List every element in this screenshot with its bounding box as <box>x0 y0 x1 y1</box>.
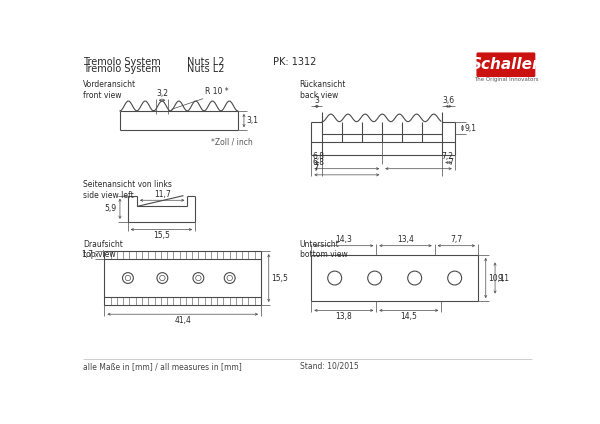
Text: 7: 7 <box>448 158 453 167</box>
Text: Tremolo System: Tremolo System <box>83 57 161 67</box>
Text: 7,7: 7,7 <box>450 235 463 244</box>
Text: 15,5: 15,5 <box>153 231 170 240</box>
Text: 3,1: 3,1 <box>246 116 258 125</box>
Text: 10,1: 10,1 <box>488 273 505 282</box>
Text: 14,3: 14,3 <box>335 235 352 244</box>
Text: 5,9: 5,9 <box>105 204 117 213</box>
Text: 3: 3 <box>314 96 319 105</box>
Text: 14,5: 14,5 <box>400 312 417 321</box>
Text: PK: 1312: PK: 1312 <box>272 57 316 67</box>
Text: Vorderansicht
front view: Vorderansicht front view <box>83 80 136 100</box>
Text: *Zoll / inch: *Zoll / inch <box>211 137 253 146</box>
Text: 9,1: 9,1 <box>465 123 477 133</box>
Text: 3,2: 3,2 <box>156 89 168 98</box>
Text: 3,6: 3,6 <box>442 96 455 105</box>
Text: Nuts L2: Nuts L2 <box>187 64 225 74</box>
Text: 1,7: 1,7 <box>82 251 94 259</box>
Text: 13,4: 13,4 <box>397 235 414 244</box>
Text: Tremolo System: Tremolo System <box>83 64 161 74</box>
Text: alle Maße in [mm] / all measures in [mm]: alle Maße in [mm] / all measures in [mm] <box>83 362 241 371</box>
Text: 9,1: 9,1 <box>497 273 509 282</box>
Text: Stand: 10/2015: Stand: 10/2015 <box>300 362 359 371</box>
Text: Seitenansicht von links
side view left: Seitenansicht von links side view left <box>83 180 172 200</box>
Text: 15,5: 15,5 <box>271 273 288 282</box>
Text: Untersicht
bottom view: Untersicht bottom view <box>300 240 347 259</box>
Text: 7: 7 <box>313 165 318 173</box>
Text: 6,8: 6,8 <box>313 158 325 167</box>
Text: 11,7: 11,7 <box>154 190 170 199</box>
Text: 6,8: 6,8 <box>313 152 325 161</box>
Text: 13,8: 13,8 <box>335 312 352 321</box>
Text: Draufsicht
top view: Draufsicht top view <box>83 240 122 259</box>
Text: Nuts L2: Nuts L2 <box>187 57 225 67</box>
Text: 7,2: 7,2 <box>441 152 453 161</box>
Text: The Original Innovators: The Original Innovators <box>473 77 538 82</box>
Text: R 10 *: R 10 * <box>205 86 228 95</box>
FancyBboxPatch shape <box>476 53 535 77</box>
Text: Rückansicht
back view: Rückansicht back view <box>300 80 346 100</box>
Text: 41,4: 41,4 <box>174 316 191 325</box>
Text: Schaller: Schaller <box>471 57 541 72</box>
